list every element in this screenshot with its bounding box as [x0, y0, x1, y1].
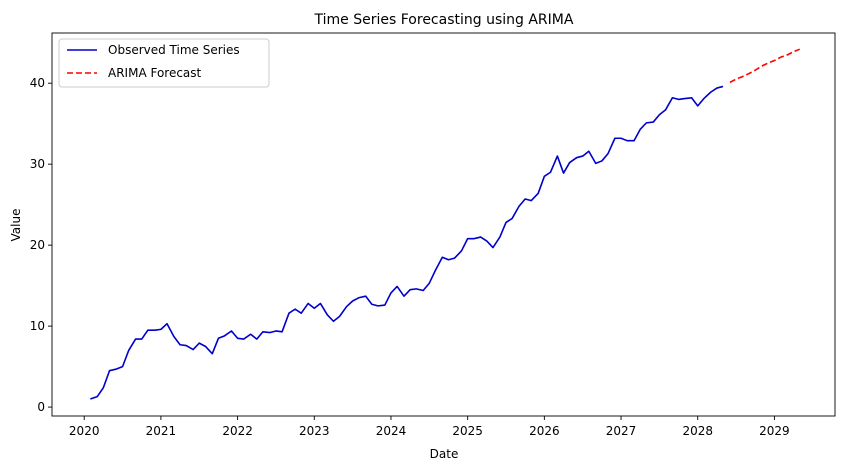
y-tick-label: 10 — [30, 319, 45, 333]
legend: Observed Time Series ARIMA Forecast — [58, 38, 270, 88]
x-tick-label: 2029 — [759, 424, 790, 438]
x-tick-label: 2022 — [222, 424, 253, 438]
y-axis-label: Value — [9, 209, 23, 242]
x-tick-label: 2024 — [376, 424, 407, 438]
y-tick-label: 0 — [37, 400, 45, 414]
x-tick-label: 2026 — [529, 424, 560, 438]
legend-label-forecast: ARIMA Forecast — [108, 66, 202, 80]
y-tick-label: 20 — [30, 238, 45, 252]
x-tick-label: 2020 — [69, 424, 100, 438]
legend-box — [58, 38, 270, 88]
y-axis-ticks: 0 10 20 30 40 — [30, 76, 52, 414]
x-axis-ticks: 2020 2021 2022 2023 2024 2025 2026 2027 2028 2029 — [69, 416, 790, 438]
y-tick-label: 30 — [30, 157, 45, 171]
series-line-1 — [729, 48, 801, 84]
x-tick-label: 2021 — [146, 424, 177, 438]
plot-lines — [90, 48, 801, 400]
x-tick-label: 2023 — [299, 424, 330, 438]
legend-label-observed: Observed Time Series — [108, 43, 240, 57]
y-tick-label: 40 — [30, 76, 45, 90]
plot-frame — [51, 32, 836, 417]
chart-title: Time Series Forecasting using ARIMA — [314, 12, 574, 28]
x-tick-label: 2025 — [452, 424, 483, 438]
x-axis-label: Date — [430, 447, 459, 461]
x-tick-label: 2028 — [682, 424, 713, 438]
x-tick-label: 2027 — [606, 424, 637, 438]
series-line-0 — [90, 85, 724, 400]
